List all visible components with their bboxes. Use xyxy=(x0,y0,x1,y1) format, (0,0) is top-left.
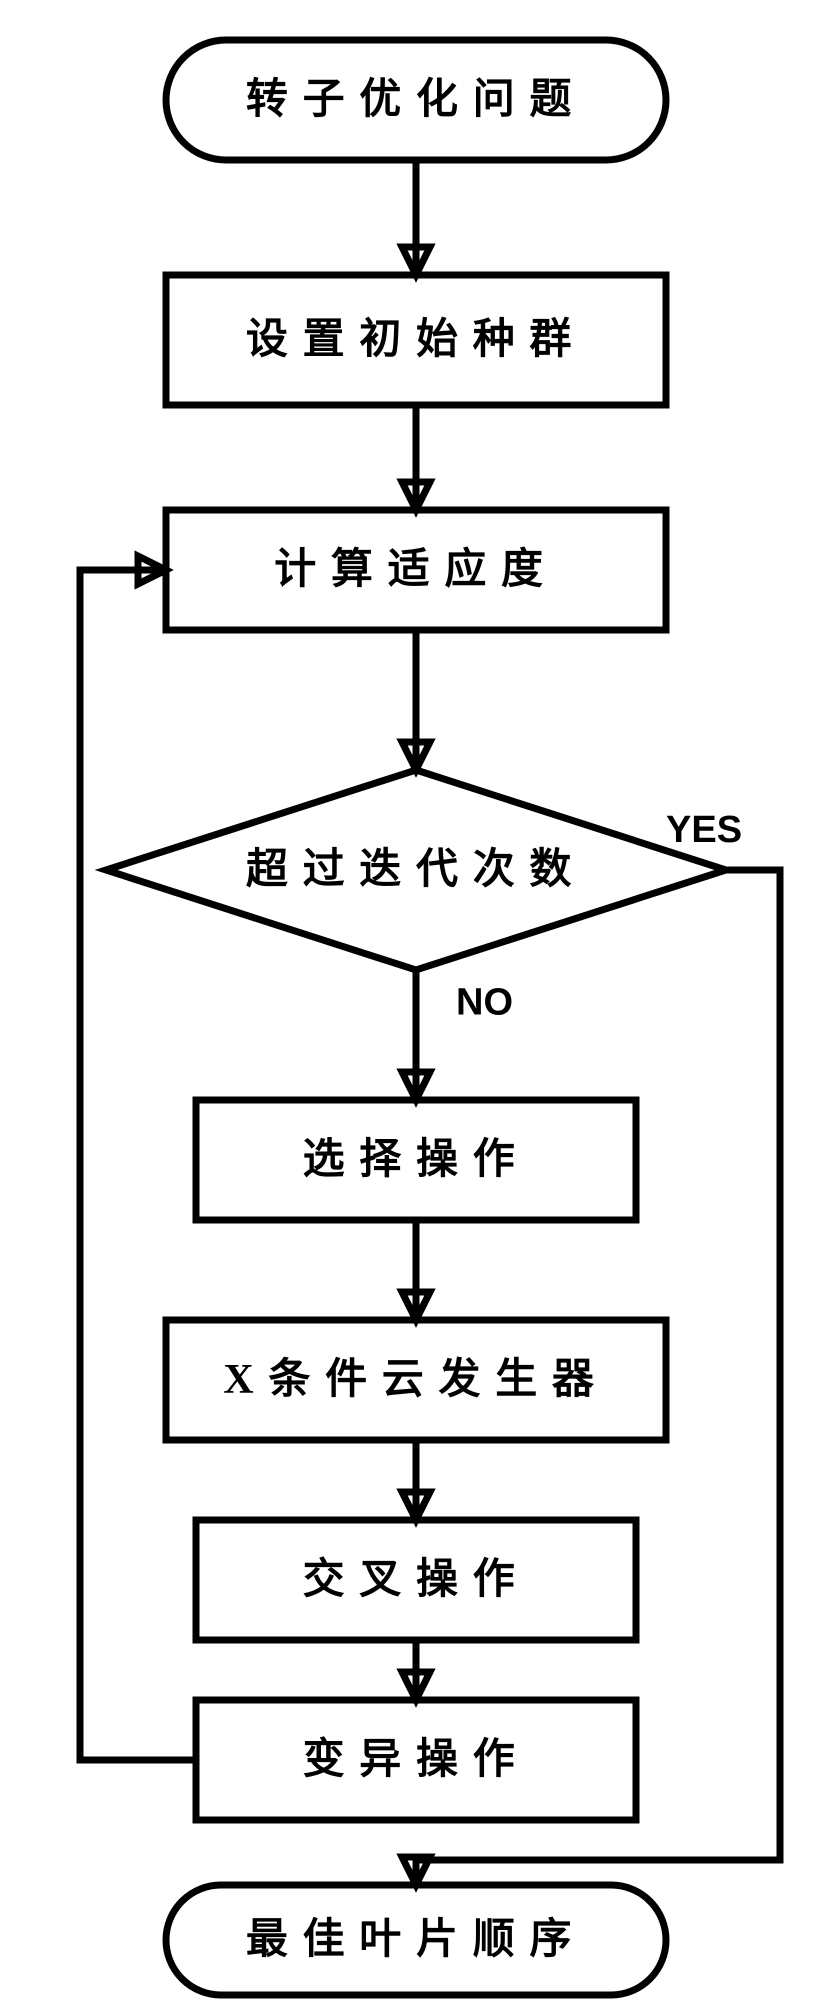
start-label: 转子优化问题 xyxy=(246,76,586,123)
decide-label: 超过迭代次数 xyxy=(246,846,586,893)
fitness-label: 计算适应度 xyxy=(274,546,558,593)
mutate-label: 变异操作 xyxy=(303,1736,530,1783)
end-label: 最佳叶片顺序 xyxy=(246,1916,586,1963)
cross-label: 交叉操作 xyxy=(303,1556,530,1603)
edge-label: YES xyxy=(666,809,742,851)
edge-label: NO xyxy=(456,982,513,1024)
xcloud-label: X条件云发生器 xyxy=(223,1356,608,1403)
select-label: 选择操作 xyxy=(303,1136,530,1183)
init-label: 设置初始种群 xyxy=(246,316,586,363)
